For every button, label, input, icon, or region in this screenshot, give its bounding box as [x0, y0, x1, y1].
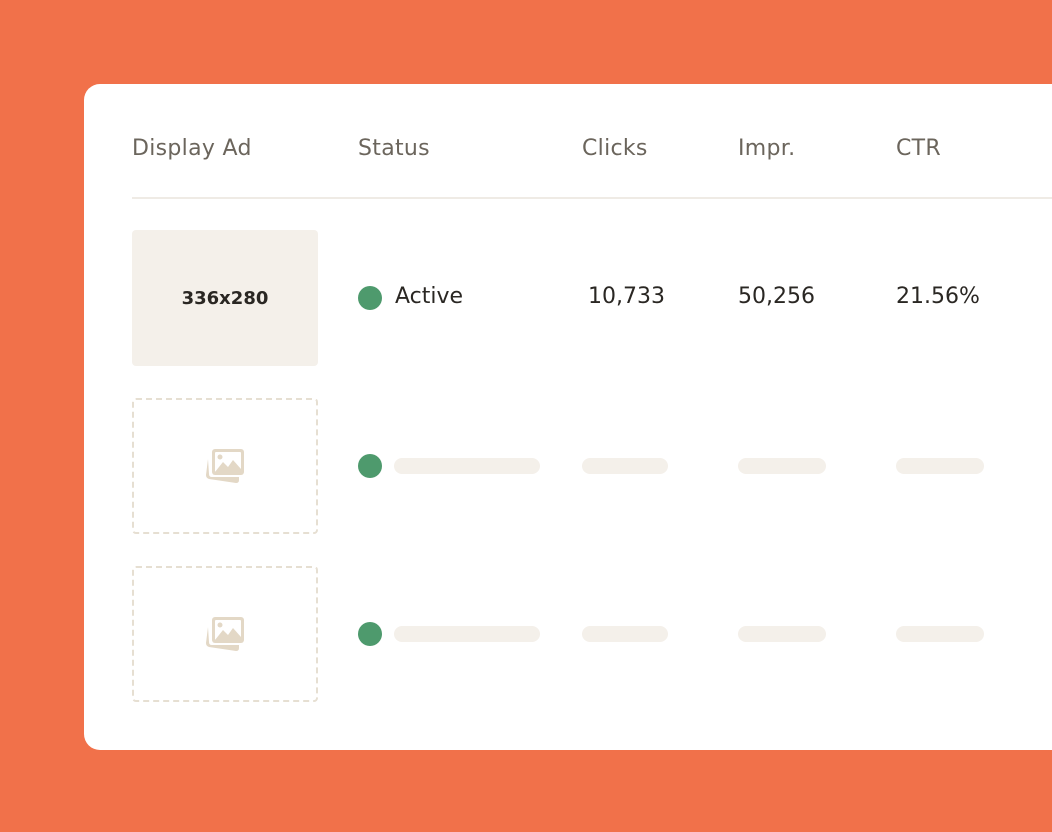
impressions-value: 50,256 [738, 284, 815, 309]
ad-placeholder[interactable] [132, 566, 318, 702]
impressions-placeholder-bar [738, 458, 826, 474]
header-status: Status [358, 136, 430, 161]
status-placeholder-bar [394, 626, 540, 642]
header-ctr: CTR [896, 136, 941, 161]
status-label: Active [395, 284, 464, 309]
ctr-value: 21.56% [896, 284, 980, 309]
ctr-placeholder-bar [896, 458, 984, 474]
clicks-placeholder-bar [582, 626, 668, 642]
header-clicks: Clicks [582, 136, 648, 161]
ad-thumbnail[interactable]: 336x280 [132, 230, 318, 366]
ctr-placeholder-bar [896, 626, 984, 642]
status-dot-active [358, 286, 382, 310]
status-dot-active [358, 454, 382, 478]
header-display-ad: Display Ad [132, 136, 252, 161]
clicks-value: 10,733 [588, 284, 665, 309]
clicks-placeholder-bar [582, 458, 668, 474]
header-impressions: Impr. [738, 136, 796, 161]
status-dot-active [358, 622, 382, 646]
ads-table-card [84, 84, 1052, 750]
status-placeholder-bar [394, 458, 540, 474]
impressions-placeholder-bar [738, 626, 826, 642]
image-stack-icon [206, 449, 244, 483]
image-stack-icon [206, 617, 244, 651]
ad-placeholder[interactable] [132, 398, 318, 534]
header-divider [132, 197, 1052, 199]
